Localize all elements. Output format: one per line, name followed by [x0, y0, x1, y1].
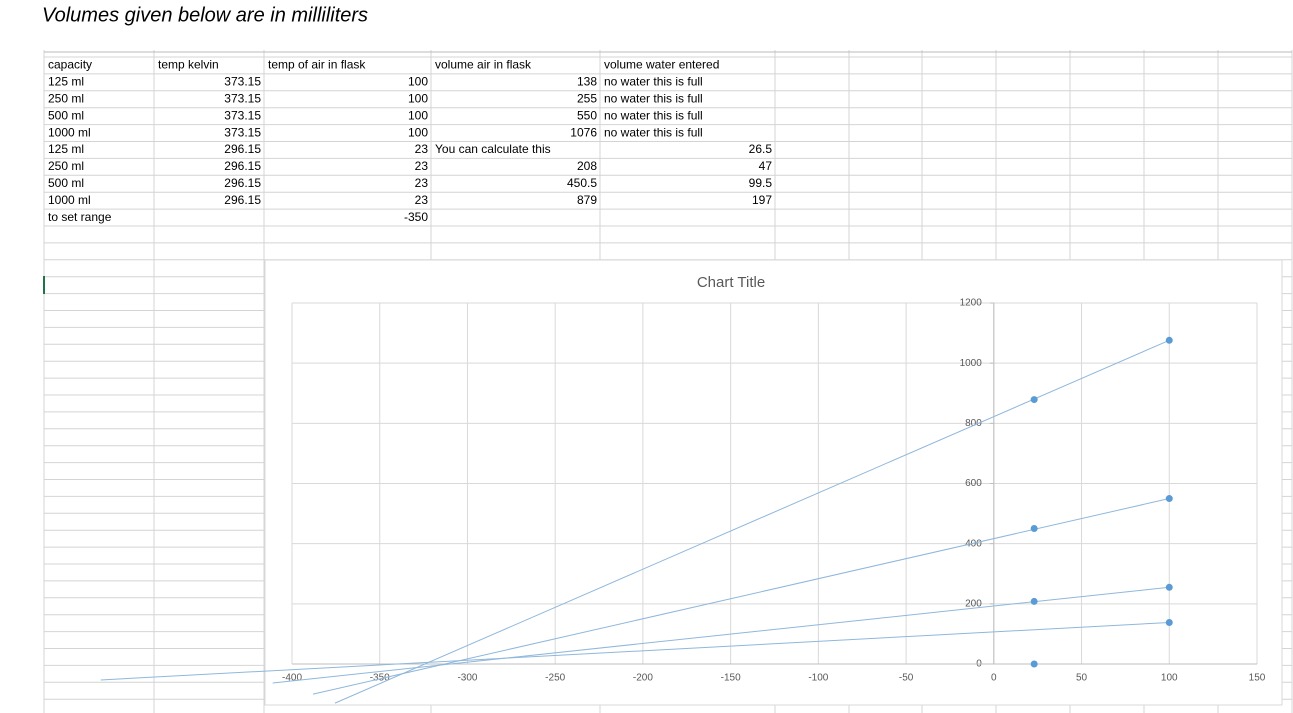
data-point	[1165, 336, 1173, 344]
x-tick-label: -150	[721, 673, 741, 684]
chart-title: Chart Title	[697, 274, 765, 291]
cell-text: 26.5	[749, 142, 773, 156]
data-point	[1165, 583, 1173, 591]
trendline	[312, 498, 1170, 695]
cell-text: 23	[415, 176, 429, 190]
cell-text: 138	[577, 75, 597, 89]
cell-text: -350	[404, 210, 428, 224]
trendline	[272, 586, 1170, 684]
cell-text: 250 ml	[48, 159, 84, 173]
chart-area	[264, 259, 1283, 706]
data-point	[1030, 396, 1038, 404]
column-header: volume air in flask	[435, 58, 532, 72]
trendline	[100, 621, 1170, 681]
cell-text: 99.5	[749, 176, 773, 190]
cell-text: 1000 ml	[48, 193, 91, 207]
cell-text: 550	[577, 108, 597, 122]
cell-text: 296.15	[224, 176, 261, 190]
cell-text: 197	[752, 193, 772, 207]
cell-text: 879	[577, 193, 597, 207]
x-tick-label: -100	[808, 673, 828, 684]
column-header: volume water entered	[604, 58, 719, 72]
y-tick-label: 400	[965, 538, 982, 549]
data-point	[1165, 495, 1173, 503]
x-tick-label: -50	[899, 673, 914, 684]
x-tick-label: -300	[457, 673, 477, 684]
cell-text: 100	[408, 75, 428, 89]
cell-text: 500 ml	[48, 176, 84, 190]
cell-text: 296.15	[224, 159, 261, 173]
cell-text: 255	[577, 91, 597, 105]
column-header: temp kelvin	[158, 58, 219, 72]
column-header: temp of air in flask	[268, 58, 366, 72]
cell-text: 47	[759, 159, 773, 173]
chart: Chart Title 0 200 400 600 800 1000 1200 -400 -35…	[100, 259, 1283, 706]
x-tick-label: -400	[282, 673, 302, 684]
x-tick-label: -250	[545, 673, 565, 684]
cell-text: 23	[415, 159, 429, 173]
cell-text: 125 ml	[48, 75, 84, 89]
data-point	[1030, 524, 1038, 532]
cell-text: 23	[415, 193, 429, 207]
cell-text: 100	[408, 91, 428, 105]
cell-text: 250 ml	[48, 91, 84, 105]
cell-text: 296.15	[224, 193, 261, 207]
cell-text: 125 ml	[48, 142, 84, 156]
x-tick-label: 150	[1249, 673, 1266, 684]
cell-text: 208	[577, 159, 597, 173]
cell-text: 1000 ml	[48, 125, 91, 139]
data-point	[1165, 618, 1173, 626]
x-tick-label: 0	[991, 673, 997, 684]
trendline	[334, 339, 1170, 704]
x-tick-label: 100	[1161, 673, 1178, 684]
cell-text: 100	[408, 108, 428, 122]
y-tick-label: 1000	[960, 358, 983, 369]
data-point	[1030, 660, 1038, 668]
cell-text: 1076	[570, 125, 597, 139]
cell-text: 100	[408, 125, 428, 139]
cell-text: to set range	[48, 210, 112, 224]
cell-text: 23	[415, 142, 429, 156]
x-tick-label: 50	[1076, 673, 1088, 684]
heading: Volumes given below are in milliliters	[42, 4, 368, 26]
cell-text: no water this is full	[604, 91, 703, 105]
y-tick-label: 600	[965, 478, 982, 489]
cell-text: 373.15	[224, 75, 261, 89]
cell-text: 373.15	[224, 108, 261, 122]
cell-text: 500 ml	[48, 108, 84, 122]
cell-text: no water this is full	[604, 125, 703, 139]
y-tick-label: 1200	[960, 298, 983, 309]
x-tick-label: -350	[370, 673, 390, 684]
data-point	[1030, 597, 1038, 605]
x-tick-label: -200	[633, 673, 653, 684]
cell-text: 373.15	[224, 125, 261, 139]
cell-text: no water this is full	[604, 108, 703, 122]
y-tick-label: 200	[965, 598, 982, 609]
cell-text: 373.15	[224, 91, 261, 105]
cell-cursor	[43, 276, 45, 294]
cell-text: You can calculate this	[435, 142, 551, 156]
cell-text: 450.5	[567, 176, 597, 190]
cell-text: 296.15	[224, 142, 261, 156]
column-header: capacity	[48, 58, 92, 72]
cells: capacity temp kelvin temp of air in flask v…	[48, 58, 772, 224]
cell-text: no water this is full	[604, 75, 703, 89]
y-tick-label: 800	[965, 418, 982, 429]
